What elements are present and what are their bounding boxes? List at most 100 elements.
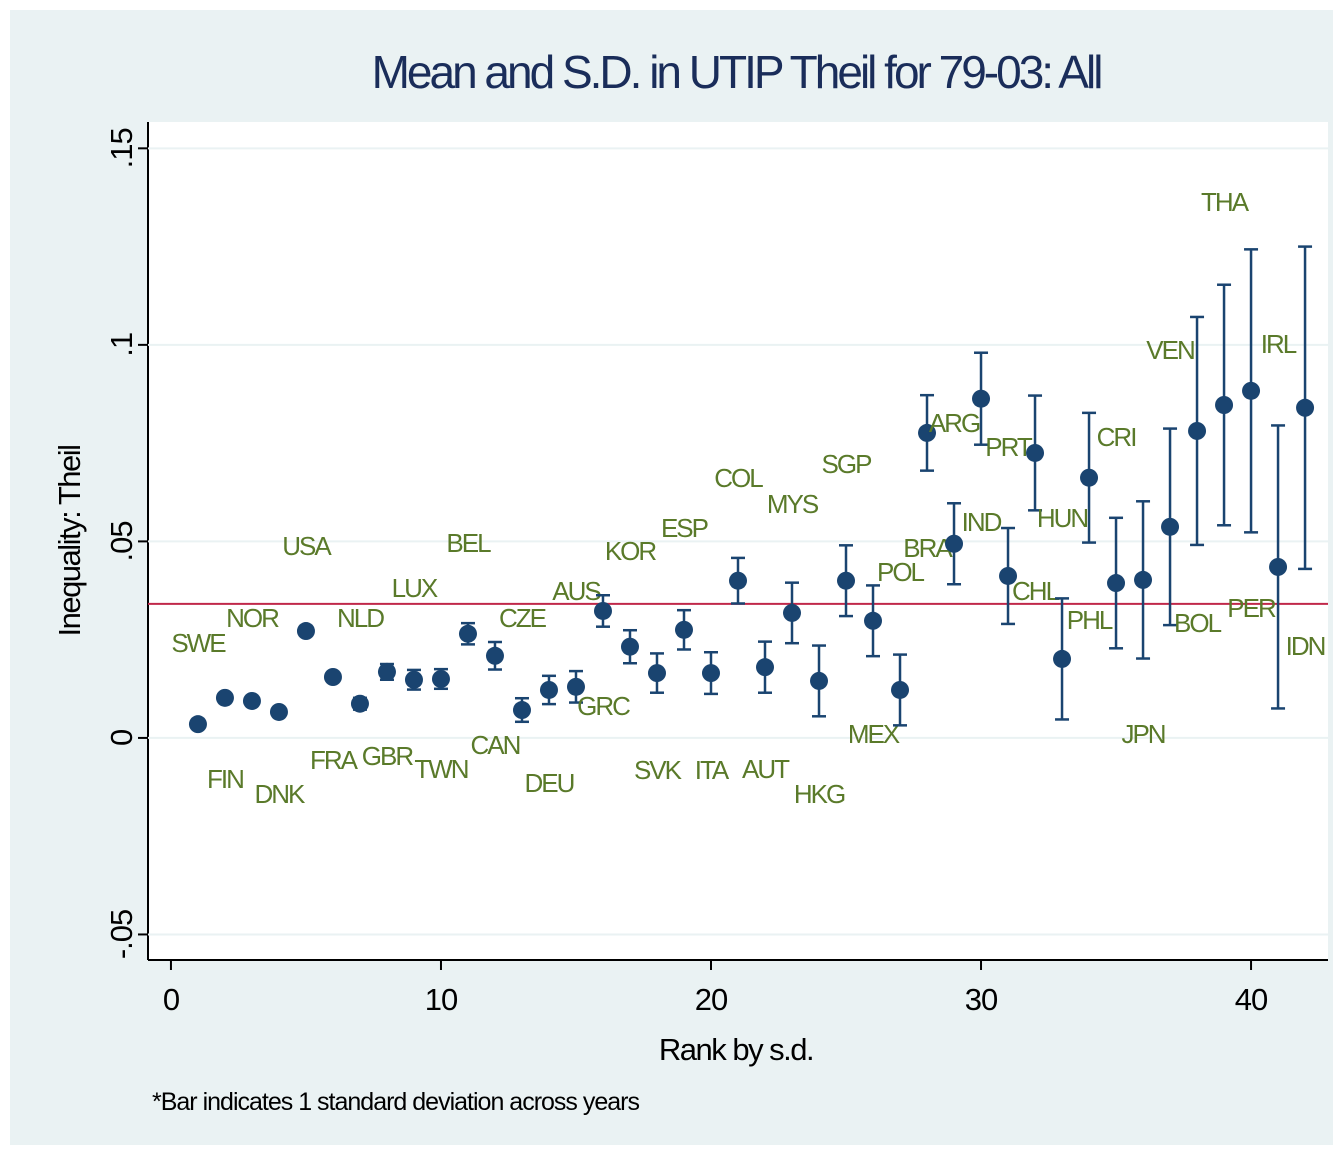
point xyxy=(864,611,883,630)
point-label: VEN xyxy=(1146,335,1194,365)
point xyxy=(729,571,747,590)
point xyxy=(837,571,856,590)
point xyxy=(1161,517,1180,536)
point-label: PRT xyxy=(985,432,1033,462)
point-label: GBR xyxy=(362,741,414,771)
point xyxy=(1188,421,1207,440)
point-label: IRL xyxy=(1261,329,1297,359)
point xyxy=(620,637,639,656)
point xyxy=(377,662,396,681)
point xyxy=(215,688,234,707)
point xyxy=(404,670,423,689)
point xyxy=(566,677,585,696)
point xyxy=(593,601,612,620)
point xyxy=(431,669,450,688)
point xyxy=(891,680,910,699)
point xyxy=(350,694,369,713)
point-label: ARG xyxy=(929,408,980,438)
point xyxy=(810,671,829,690)
x-tick-label: 20 xyxy=(695,982,728,1017)
x-tick-label: 30 xyxy=(965,982,998,1017)
point-label: COL xyxy=(714,463,763,493)
point-label: ITA xyxy=(695,755,730,785)
y-tick-label: .1 xyxy=(104,333,139,357)
y-axis-label: Inequality: Theil xyxy=(52,445,87,636)
point-label: LUX xyxy=(392,573,438,603)
point-label: CZE xyxy=(499,603,547,633)
point xyxy=(539,680,558,699)
point xyxy=(1080,468,1099,487)
point-label: CAN xyxy=(471,730,520,760)
point xyxy=(674,620,693,639)
point-label: JPN xyxy=(1121,719,1164,749)
point xyxy=(1053,649,1072,668)
point-label: NOR xyxy=(226,603,279,633)
y-tick-label: -.05 xyxy=(104,910,139,959)
y-tick-label: 0 xyxy=(104,729,139,746)
point xyxy=(1107,574,1126,593)
point-label: SVK xyxy=(634,755,683,785)
point-label: PHL xyxy=(1067,605,1113,635)
point xyxy=(647,664,666,683)
point-label: GRC xyxy=(577,691,630,721)
note: *Bar indicates 1 standard deviation acro… xyxy=(152,1088,640,1116)
point-label: DNK xyxy=(255,779,307,809)
point-label: IND xyxy=(962,507,1002,537)
point xyxy=(1215,396,1234,415)
point-label: AUS xyxy=(552,576,601,606)
point-label: TWN xyxy=(414,754,467,784)
point-label: BEL xyxy=(446,528,491,558)
point-label: FRA xyxy=(310,745,359,775)
x-axis-label: Rank by s.d. xyxy=(659,1032,813,1067)
point-label: PER xyxy=(1227,593,1276,623)
point xyxy=(1269,557,1288,576)
point xyxy=(458,624,477,643)
point xyxy=(1242,381,1261,400)
point xyxy=(972,389,991,408)
y-tick-label: .15 xyxy=(104,128,139,168)
point-label: CHL xyxy=(1012,576,1060,606)
point-label: AUT xyxy=(742,754,790,784)
point-label: FIN xyxy=(207,764,243,794)
point xyxy=(1296,398,1315,417)
point xyxy=(783,603,802,622)
point xyxy=(945,534,964,553)
point xyxy=(1134,570,1153,589)
point xyxy=(296,622,315,641)
point-label: HKG xyxy=(794,779,845,809)
point xyxy=(999,566,1018,585)
point xyxy=(918,423,937,442)
x-tick-label: 0 xyxy=(163,982,180,1017)
point-label: ESP xyxy=(661,513,708,543)
point xyxy=(323,667,342,686)
point-label: USA xyxy=(282,531,332,561)
point-label: SWE xyxy=(171,628,226,658)
point xyxy=(701,664,720,683)
point-label: MEX xyxy=(848,719,900,749)
x-tick-label: 40 xyxy=(1235,982,1268,1017)
point-label: CRI xyxy=(1097,422,1136,452)
point xyxy=(242,691,261,710)
point-label: BOL xyxy=(1174,608,1222,638)
point-label: NLD xyxy=(337,603,384,633)
y-tick-label: .05 xyxy=(104,521,139,561)
point-label: THA xyxy=(1201,187,1250,217)
point xyxy=(269,702,288,721)
point-label: SGP xyxy=(822,449,872,479)
x-tick-label: 10 xyxy=(425,982,458,1017)
point-label: BRA xyxy=(903,533,953,563)
point-label: HUN xyxy=(1037,503,1088,533)
point xyxy=(756,658,775,677)
point xyxy=(188,715,207,734)
point-label: DEU xyxy=(525,768,574,798)
point xyxy=(485,646,504,665)
point-label: POL xyxy=(877,557,925,587)
chart-title: Mean and S.D. in UTIP Theil for 79-03: A… xyxy=(372,46,1102,98)
point xyxy=(1026,443,1045,462)
point-label: MYS xyxy=(767,489,819,519)
point-label: KOR xyxy=(605,536,657,566)
point-label: IDN xyxy=(1286,631,1325,661)
point xyxy=(512,701,531,720)
